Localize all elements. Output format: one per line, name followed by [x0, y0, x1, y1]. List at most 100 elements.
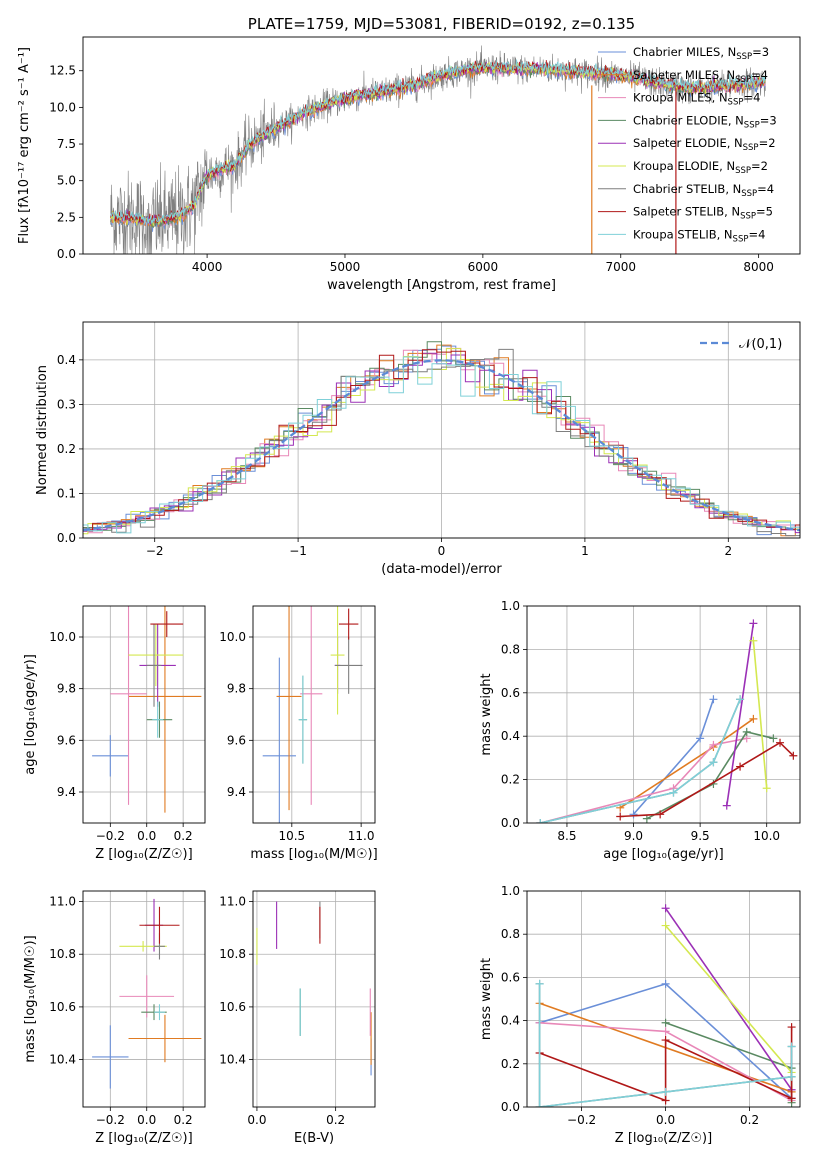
weight-marker: [787, 1023, 796, 1032]
x-tick-label: 10.0: [753, 829, 780, 843]
weight-marker: [769, 734, 778, 743]
y-tick-label: 9.6: [57, 733, 76, 747]
panel-weight-vs-Z: −0.2 0.0 0.2 0.0 0.2 0.4 0.6 0.8 1.0 Z [log₁₀(Z/Z…: [479, 884, 801, 1146]
y-tick-label: 0.0: [57, 247, 76, 261]
x-axis-label: Z [log₁₀(Z/Z☉)]: [615, 1131, 712, 1146]
y-tick-label: 9.6: [227, 733, 246, 747]
plot-area: [110, 45, 766, 254]
axes-frame: [82, 605, 206, 824]
panel-spectrum: 4000 5000 6000 7000 8000 0.0 2.5 5.0 7.5 10.0 12.5…: [17, 15, 801, 293]
y-tick-label: 0.0: [501, 1100, 520, 1114]
y-tick-label: 0.1: [57, 486, 76, 500]
plot-area: [92, 606, 202, 813]
x-tick-label: 0.2: [740, 1113, 759, 1127]
y-tick-label: 0.6: [501, 970, 520, 984]
weight-marker: [749, 714, 758, 723]
weight-marker: [661, 1087, 670, 1096]
y-tick-label: 0.6: [501, 686, 520, 700]
plot-area: [536, 619, 798, 823]
grid-lines: [83, 891, 205, 1107]
x-tick-label: 7000: [605, 260, 636, 274]
panel-age-vs-mass: 10.5 11.0 9.4 9.6 9.8 10.0 mass [log₁₀(M/M☉)]: [219, 605, 378, 862]
grid-lines: [253, 606, 375, 823]
weight-line-2: [540, 737, 747, 823]
x-axis-label: age [log₁₀(age/yr)]: [603, 847, 724, 862]
x-tick-label: 0.0: [656, 1113, 675, 1127]
x-tick-label: 8000: [743, 260, 774, 274]
weight-marker: [789, 751, 798, 760]
y-tick-label: 10.6: [49, 1000, 76, 1014]
weight-marker: [661, 979, 670, 988]
legend: Chabrier MILES, NSSP=3 Salpeter MILES, NS…: [598, 45, 777, 244]
x-tick-label: 0.0: [137, 829, 156, 843]
y-tick-label: 7.5: [57, 137, 76, 151]
y-tick-label: 9.4: [57, 785, 76, 799]
weight-marker: [742, 727, 751, 736]
x-tick-label: 9.0: [624, 829, 643, 843]
normal-reference-curve: [83, 359, 800, 532]
x-tick-label: 5000: [330, 260, 361, 274]
legend-entry: Salpeter STELIB, NSSP=5: [633, 205, 773, 222]
axes-frame: [252, 605, 376, 824]
weight-marker: [736, 695, 745, 704]
spectrum-line-8: [110, 59, 766, 226]
y-axis-label: mass weight: [479, 673, 494, 755]
weight-marker: [776, 738, 785, 747]
weight-marker: [629, 810, 638, 819]
y-tick-label: 9.4: [227, 785, 246, 799]
weight-marker: [709, 695, 718, 704]
y-tick-label: 10.0: [219, 630, 246, 644]
weight-marker: [535, 1103, 544, 1107]
y-tick-label: 0.0: [57, 531, 76, 545]
panel-mass-vs-ebv: 0.0 0.2 10.4 10.6 10.8 11.0 E(B-V): [219, 890, 376, 1146]
y-tick-label: 1.0: [501, 599, 520, 613]
y-axis-label: age [log₁₀(age/yr)]: [23, 654, 38, 775]
grid-lines: [253, 891, 375, 1107]
y-tick-label: 0.4: [57, 353, 76, 367]
axes-frame: [82, 321, 801, 539]
x-tick-label: 1: [581, 544, 589, 558]
weight-marker: [661, 1018, 670, 1027]
weight-line-3: [646, 730, 774, 820]
legend-entry: Kroupa ELODIE, NSSP=2: [633, 159, 768, 176]
weight-line-5: [752, 640, 768, 789]
y-tick-label: 2.5: [57, 210, 76, 224]
weight-marker: [661, 1096, 670, 1105]
axes-frame: [252, 890, 376, 1108]
x-tick-label: 0.2: [174, 829, 193, 843]
x-tick-label: 0.0: [247, 1113, 266, 1127]
panel-weight-vs-age: 8.5 9.0 9.5 10.0 0.0 0.2 0.4 0.6 0.8 1.0 age [log₁…: [479, 599, 801, 862]
panel-residuals: −2 −1 0 1 2 0.0 0.1 0.2 0.3 0.4 (data-model)/error…: [35, 321, 801, 577]
legend-entry: Kroupa MILES, NSSP=4: [633, 91, 760, 108]
x-tick-label: 6000: [468, 260, 499, 274]
x-tick-label: 0.2: [174, 1113, 193, 1127]
plot-area: [83, 341, 800, 537]
y-tick-label: 0.3: [57, 397, 76, 411]
x-tick-label: −2: [146, 544, 164, 558]
weight-line-4: [726, 623, 755, 806]
y-tick-label: 0.8: [501, 927, 520, 941]
y-tick-label: 12.5: [49, 64, 76, 78]
y-tick-label: 10.8: [49, 947, 76, 961]
x-tick-label: 0.0: [137, 1113, 156, 1127]
weight-marker: [722, 801, 731, 810]
plot-area: [256, 901, 372, 1076]
y-tick-label: 10.8: [219, 947, 246, 961]
axes-frame: [526, 890, 801, 1108]
weight-marker: [749, 619, 758, 628]
y-axis-label: mass weight: [479, 958, 494, 1040]
plot-area: [262, 606, 363, 823]
x-axis-label: Z [log₁₀(Z/Z☉)]: [95, 1131, 192, 1146]
y-tick-label: 11.0: [219, 895, 246, 909]
weight-marker: [661, 904, 670, 913]
weight-marker: [661, 1027, 670, 1036]
weight-marker: [709, 758, 718, 767]
weight-line-8: [540, 698, 741, 823]
weight-marker: [656, 810, 665, 819]
y-tick-label: 10.0: [49, 630, 76, 644]
x-tick-label: −1: [289, 544, 307, 558]
x-tick-label: −0.2: [567, 1113, 596, 1127]
y-tick-label: 5.0: [57, 174, 76, 188]
x-axis-label: (data-model)/error: [381, 562, 502, 577]
weight-line-5: [664, 925, 793, 1073]
